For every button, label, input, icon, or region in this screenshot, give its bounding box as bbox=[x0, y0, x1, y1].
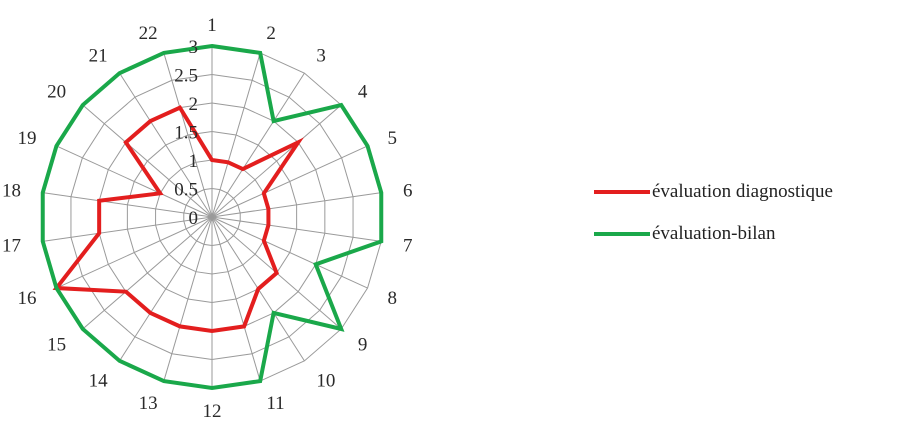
category-label-11: 11 bbox=[266, 393, 284, 414]
category-label-2: 2 bbox=[266, 23, 276, 44]
radial-tick-label: 2.5 bbox=[174, 66, 198, 87]
category-label-17: 17 bbox=[2, 235, 21, 256]
category-label-7: 7 bbox=[403, 235, 413, 256]
category-label-3: 3 bbox=[316, 46, 326, 67]
category-label-20: 20 bbox=[47, 82, 66, 103]
grid-spoke-22 bbox=[163, 52, 213, 218]
category-label-8: 8 bbox=[388, 288, 398, 309]
grid-spoke-19 bbox=[56, 145, 213, 218]
grid-spoke-3 bbox=[211, 72, 305, 218]
grid-spoke-18 bbox=[42, 192, 213, 218]
radial-tick-label: 0 bbox=[189, 208, 199, 229]
category-label-13: 13 bbox=[139, 393, 158, 414]
radar-series bbox=[40, 43, 384, 391]
grid-spoke-17 bbox=[42, 216, 213, 242]
category-label-22: 22 bbox=[139, 23, 158, 44]
grid-spoke-5 bbox=[211, 145, 368, 218]
category-label-19: 19 bbox=[17, 128, 36, 149]
category-label-9: 9 bbox=[358, 334, 368, 355]
legend-item-series-0: évaluation diagnostique bbox=[594, 178, 833, 206]
radial-tick-label: 2 bbox=[189, 94, 199, 115]
grid-spoke-6 bbox=[211, 192, 382, 218]
category-label-1: 1 bbox=[207, 15, 217, 36]
category-label-10: 10 bbox=[316, 370, 335, 391]
grid-spoke-8 bbox=[211, 216, 368, 289]
legend-swatch-series-1 bbox=[594, 232, 650, 236]
radial-tick-label: 1 bbox=[189, 151, 199, 172]
grid-spoke-7 bbox=[211, 216, 382, 242]
grid-spoke-11 bbox=[211, 216, 261, 382]
grid-spoke-2 bbox=[211, 52, 261, 218]
category-label-6: 6 bbox=[403, 181, 413, 202]
category-label-18: 18 bbox=[2, 181, 21, 202]
legend: évaluation diagnostique évaluation-bilan bbox=[594, 178, 833, 262]
grid-spoke-14 bbox=[119, 216, 213, 362]
grid-spoke-4 bbox=[211, 104, 342, 218]
grid-spoke-20 bbox=[82, 104, 213, 218]
radial-tick-label: 1.5 bbox=[174, 123, 198, 144]
category-label-14: 14 bbox=[89, 370, 109, 391]
category-label-5: 5 bbox=[388, 128, 398, 149]
radial-tick-label: 0.5 bbox=[174, 180, 198, 201]
grid-spoke-21 bbox=[119, 72, 213, 218]
category-label-21: 21 bbox=[89, 46, 108, 67]
grid-spoke-15 bbox=[82, 216, 213, 330]
radar-chart: 00.511.522.53 1 2345678910111213141516171… bbox=[2, 15, 413, 421]
legend-label-series-1: évaluation-bilan bbox=[652, 223, 776, 244]
legend-item-series-1: évaluation-bilan bbox=[594, 220, 833, 248]
category-label-15: 15 bbox=[47, 334, 66, 355]
radial-tick-label: 3 bbox=[189, 37, 199, 58]
grid-spoke-16 bbox=[56, 216, 213, 289]
radial-tick-labels: 0 0.5 1 1.5 2 2.5 3 bbox=[174, 37, 198, 229]
grid-spoke-13 bbox=[163, 216, 213, 382]
legend-swatch-series-0 bbox=[594, 190, 650, 194]
legend-label-series-0: évaluation diagnostique bbox=[652, 181, 833, 202]
category-label-12: 12 bbox=[203, 401, 222, 421]
category-label-16: 16 bbox=[17, 288, 36, 309]
category-label-4: 4 bbox=[358, 82, 368, 103]
